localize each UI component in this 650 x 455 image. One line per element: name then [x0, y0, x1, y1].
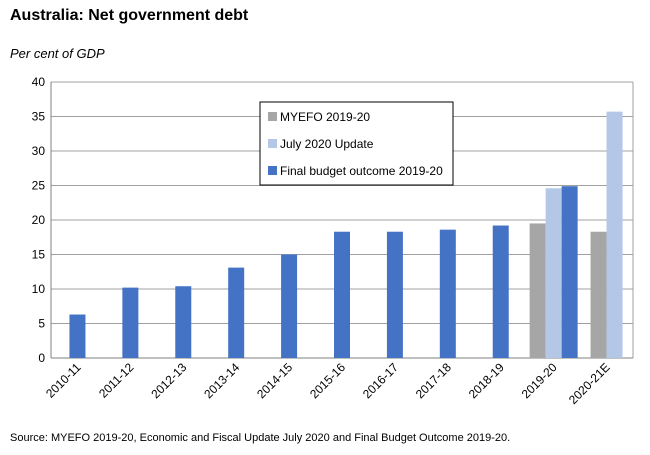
bar: [606, 111, 623, 358]
bar: [69, 314, 86, 358]
bar: [175, 286, 192, 358]
legend-label: July 2020 Update: [280, 137, 374, 151]
y-axis-label: Per cent of GDP: [10, 46, 105, 61]
x-tick-label: 2020-21E: [566, 360, 613, 407]
legend-label: Final budget outcome 2019-20: [280, 164, 443, 178]
y-tick-label: 5: [38, 317, 45, 331]
y-tick-label: 30: [32, 144, 46, 158]
x-tick-label: 2015-16: [307, 360, 348, 401]
y-tick-label: 10: [32, 282, 46, 296]
bar: [590, 231, 607, 358]
x-tick-label: 2018-19: [466, 360, 507, 401]
bar: [386, 231, 403, 358]
x-tick-label: 2012-13: [148, 360, 189, 401]
x-tick-label: 2010-11: [43, 360, 84, 401]
legend-swatch: [268, 112, 277, 121]
x-tick-label: 2014-15: [254, 360, 295, 401]
chart-title: Australia: Net government debt: [10, 7, 249, 24]
source-note: Source: MYEFO 2019-20, Economic and Fisc…: [10, 432, 511, 444]
bar: [439, 229, 456, 358]
bars: [69, 111, 623, 358]
x-axis-ticks: 2010-11 2011-12 2012-13 2013-14 2014-15 2015-…: [43, 360, 613, 407]
x-tick-label: 2017-18: [413, 360, 454, 401]
bar: [492, 225, 509, 358]
bar: [545, 188, 562, 358]
legend-swatch: [268, 139, 277, 148]
y-axis-ticks: 0 5 10 15 20 25 30 35 40: [32, 75, 46, 365]
x-tick-label: 2011-12: [96, 360, 137, 401]
y-tick-label: 20: [32, 213, 46, 227]
bar: [228, 267, 245, 358]
x-tick-label: 2013-14: [201, 360, 242, 401]
y-tick-label: 15: [32, 248, 46, 262]
legend: MYEFO 2019-20 July 2020 Update Final budge…: [259, 101, 454, 186]
bar: [529, 223, 546, 358]
bar: [122, 287, 139, 358]
legend-label: MYEFO 2019-20: [280, 110, 370, 124]
legend-swatch: [268, 166, 277, 175]
bar: [281, 254, 298, 358]
legend-box: [259, 101, 454, 186]
y-tick-label: 25: [32, 179, 46, 193]
y-tick-label: 40: [32, 75, 46, 89]
y-tick-label: 0: [38, 351, 45, 365]
x-tick-label: 2019-20: [519, 360, 560, 401]
bar: [334, 231, 350, 358]
y-tick-label: 35: [32, 110, 46, 124]
x-tick-label: 2016-17: [360, 360, 401, 401]
bar: [561, 186, 578, 358]
